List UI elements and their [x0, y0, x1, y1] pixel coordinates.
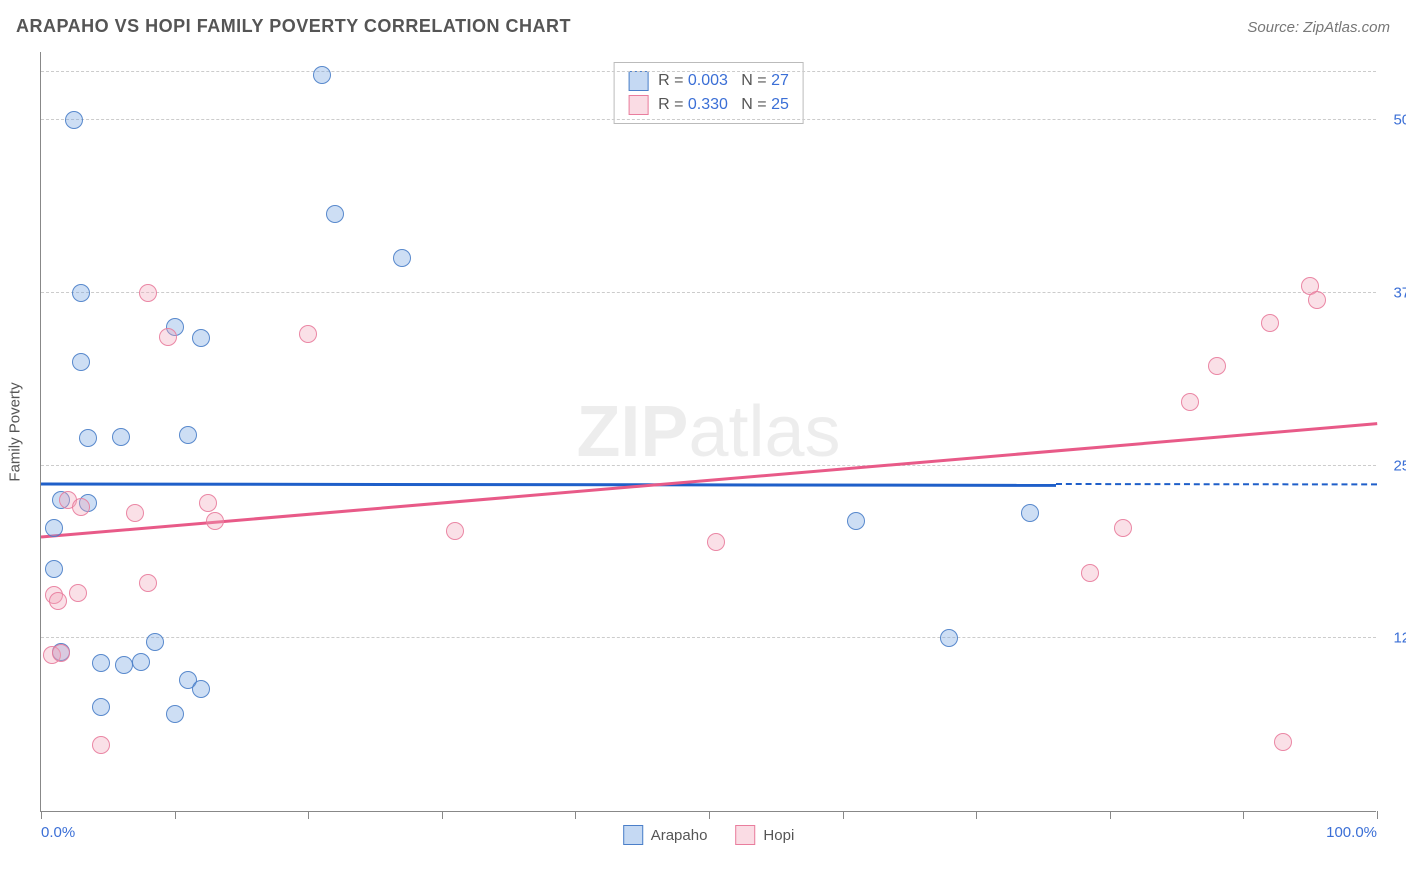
data-point [45, 560, 63, 578]
y-axis-title: Family Poverty [7, 382, 24, 481]
series-legend-label: Hopi [763, 827, 794, 844]
data-point [79, 429, 97, 447]
data-point [126, 504, 144, 522]
gridline [41, 71, 1376, 72]
series-legend: Arapaho Hopi [623, 825, 795, 845]
x-tick [1110, 811, 1111, 819]
watermark-bold: ZIP [576, 392, 688, 472]
x-tick [709, 811, 710, 819]
data-point [139, 284, 157, 302]
series-legend-item: Hopi [735, 825, 794, 845]
data-point [199, 494, 217, 512]
data-point [1081, 564, 1099, 582]
correlation-legend-row: R = 0.003 N = 27 [628, 69, 789, 93]
data-point [115, 656, 133, 674]
y-tick-label: 37.5% [1380, 284, 1406, 301]
data-point [72, 353, 90, 371]
x-tick [976, 811, 977, 819]
legend-swatch [628, 95, 648, 115]
data-point [69, 584, 87, 602]
chart-header: ARAPAHO VS HOPI FAMILY POVERTY CORRELATI… [16, 16, 1390, 37]
data-point [1021, 504, 1039, 522]
data-point [192, 329, 210, 347]
correlation-legend-row: R = 0.330 N = 25 [628, 93, 789, 117]
x-tick [442, 811, 443, 819]
legend-swatch [628, 71, 648, 91]
data-point [326, 205, 344, 223]
source-prefix: Source: [1247, 19, 1303, 36]
data-point [393, 249, 411, 267]
source-name: ZipAtlas.com [1303, 19, 1390, 36]
data-point [1181, 393, 1199, 411]
y-tick-label: 50.0% [1380, 112, 1406, 129]
data-point [1308, 291, 1326, 309]
data-point [49, 592, 67, 610]
gridline [41, 292, 1376, 293]
data-point [132, 653, 150, 671]
x-tick [175, 811, 176, 819]
data-point [166, 705, 184, 723]
gridline [41, 637, 1376, 638]
x-tick [308, 811, 309, 819]
scatter-chart: Family Poverty ZIPatlas R = 0.003 N = 27… [40, 52, 1376, 812]
data-point [206, 512, 224, 530]
trend-line [41, 423, 1377, 539]
data-point [92, 698, 110, 716]
data-point [92, 736, 110, 754]
data-point [65, 111, 83, 129]
x-tick [41, 811, 42, 819]
legend-swatch [623, 825, 643, 845]
data-point [1114, 519, 1132, 537]
watermark: ZIPatlas [576, 391, 840, 473]
data-point [52, 644, 70, 662]
data-point [192, 680, 210, 698]
data-point [159, 328, 177, 346]
data-point [139, 574, 157, 592]
series-legend-item: Arapaho [623, 825, 708, 845]
data-point [92, 654, 110, 672]
data-point [72, 284, 90, 302]
x-tick [1243, 811, 1244, 819]
data-point [847, 512, 865, 530]
data-point [1208, 357, 1226, 375]
data-point [72, 498, 90, 516]
x-tick [843, 811, 844, 819]
data-point [940, 629, 958, 647]
trend-line-extrapolated [1056, 483, 1377, 485]
x-tick-label: 0.0% [41, 824, 75, 841]
x-tick [1377, 811, 1378, 819]
data-point [179, 426, 197, 444]
trend-line [41, 482, 1056, 486]
data-point [299, 325, 317, 343]
legend-swatch [735, 825, 755, 845]
data-point [1261, 314, 1279, 332]
data-point [707, 533, 725, 551]
x-tick-label: 100.0% [1326, 824, 1377, 841]
y-tick-label: 25.0% [1380, 457, 1406, 474]
data-point [112, 428, 130, 446]
chart-title: ARAPAHO VS HOPI FAMILY POVERTY CORRELATI… [16, 16, 571, 37]
data-point [45, 519, 63, 537]
correlation-stats: R = 0.330 N = 25 [658, 96, 789, 114]
series-legend-label: Arapaho [651, 827, 708, 844]
gridline [41, 119, 1376, 120]
watermark-light: atlas [688, 392, 840, 472]
y-tick-label: 12.5% [1380, 630, 1406, 647]
gridline [41, 465, 1376, 466]
data-point [446, 522, 464, 540]
data-point [313, 66, 331, 84]
x-tick [575, 811, 576, 819]
data-point [1274, 733, 1292, 751]
source-attribution: Source: ZipAtlas.com [1247, 19, 1390, 36]
correlation-stats: R = 0.003 N = 27 [658, 72, 789, 90]
data-point [146, 633, 164, 651]
